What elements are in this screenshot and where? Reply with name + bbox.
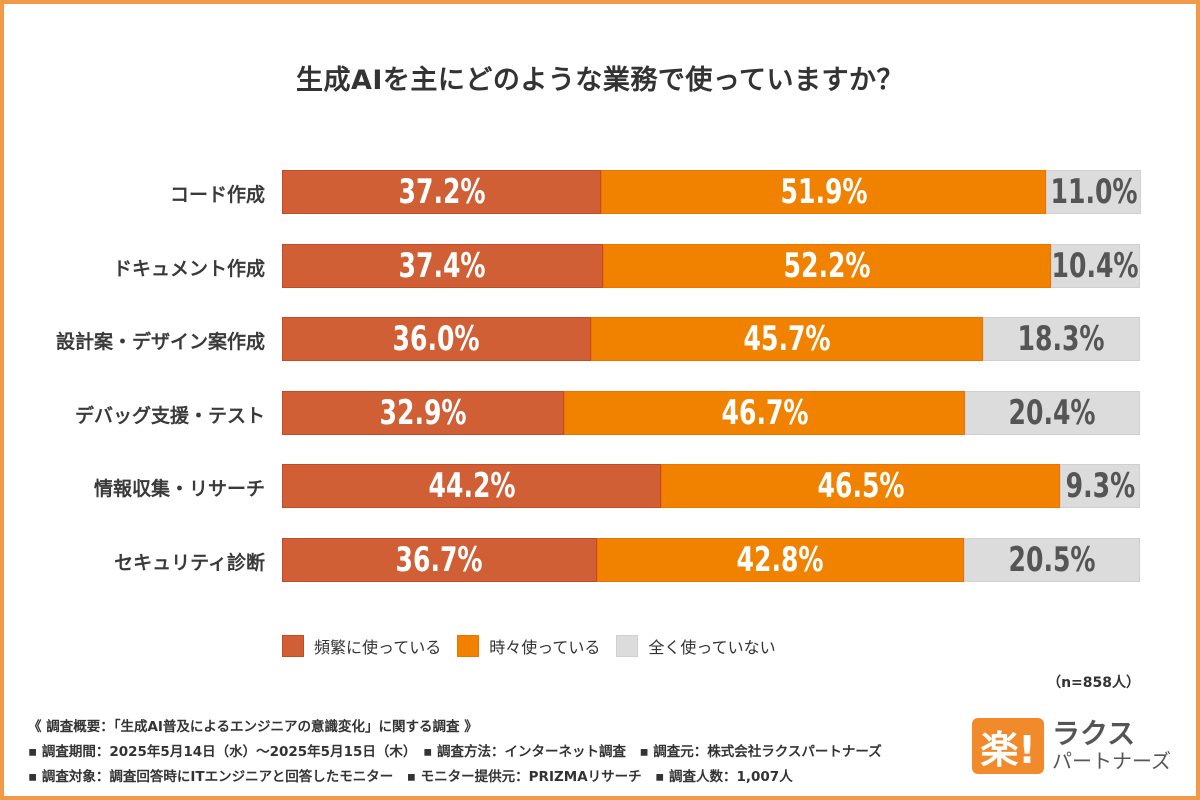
category-label: セキュリティ診断 — [114, 551, 265, 574]
survey-title-note: 《 調査概要：「生成AI普及によるエンジニアの意識変化」に関する調査 》 — [28, 719, 478, 735]
bar-segment: 44.2% — [282, 464, 662, 508]
data-label: 45.7% — [743, 319, 831, 359]
bar-segment: 18.3% — [982, 317, 1140, 361]
data-label: 42.8% — [736, 539, 824, 580]
bar-segment: 37.4% — [282, 243, 603, 288]
data-label: 10.4% — [1051, 245, 1139, 286]
sample-size: （n=858人） — [1047, 675, 1140, 691]
bar-segment: 52.2% — [602, 243, 1051, 288]
data-label: 20.4% — [1008, 392, 1096, 433]
bar-segment: 20.5% — [964, 537, 1140, 582]
category-label: コード作成 — [169, 184, 265, 206]
bar-segment: 42.8% — [596, 537, 965, 582]
bar-segment: 10.4% — [1050, 243, 1140, 288]
category-label: ドキュメント作成 — [112, 257, 265, 280]
bar-segment: 45.7% — [590, 317, 983, 361]
category-label: 情報収集・リサーチ — [93, 478, 265, 500]
logo-line2: パートナーズ — [1052, 749, 1171, 773]
data-label: 32.9% — [379, 392, 467, 433]
data-label: 20.5% — [1008, 539, 1096, 580]
bar-segment: 32.9% — [282, 390, 565, 435]
bar-segment: 46.5% — [661, 464, 1061, 508]
survey-target-note: ▪ 調査対象：調査回答時にITエンジニアと回答したモニター ▪ モニター提供元：… — [28, 769, 793, 785]
data-label: 18.3% — [1017, 319, 1105, 359]
chart-title: 生成AIを主にどのような業務で使っていますか？ — [295, 65, 905, 96]
legend-label: 全く使っていない — [648, 638, 776, 657]
bar-segment: 9.3% — [1060, 464, 1140, 508]
data-label: 36.7% — [395, 539, 483, 580]
bar-segment: 20.4% — [964, 390, 1140, 435]
legend: 頻繁に使っている 時々使っている 全く使っていない — [282, 634, 792, 658]
data-label: 11.0% — [1050, 172, 1138, 212]
bar-segment: 36.7% — [282, 537, 597, 582]
company-logo: 楽! ラクス パートナーズ — [972, 718, 1171, 774]
legend-swatch — [282, 635, 304, 657]
logo-mark-icon: 楽! — [972, 718, 1044, 774]
survey-period-note: ▪ 調査期間：2025年5月14日（水）～2025年5月15日（木） ▪ 調査方… — [28, 744, 882, 760]
legend-item: 時々使っている — [457, 634, 600, 658]
category-label: 設計案・デザイン案作成 — [55, 331, 265, 353]
data-label: 37.4% — [398, 245, 486, 286]
data-label: 46.5% — [817, 466, 905, 506]
bar-segment: 46.7% — [564, 390, 965, 435]
legend-label: 頻繁に使っている — [314, 638, 442, 657]
bar-segment: 11.0% — [1046, 170, 1141, 214]
data-label: 36.0% — [392, 319, 480, 359]
legend-item: 全く使っていない — [616, 634, 776, 658]
data-label: 52.2% — [783, 245, 871, 286]
bar-segment: 36.0% — [282, 317, 591, 361]
legend-label: 時々使っている — [489, 638, 601, 657]
legend-swatch — [616, 635, 639, 657]
bar-segment: 51.9% — [601, 170, 1047, 214]
data-label: 51.9% — [780, 172, 868, 212]
data-label: 37.2% — [398, 172, 486, 212]
legend-swatch — [457, 635, 480, 657]
data-label: 44.2% — [428, 466, 516, 506]
bar-segment: 37.2% — [282, 170, 602, 214]
category-label: デバッグ支援・テスト — [74, 404, 265, 427]
logo-line1: ラクス — [1052, 717, 1136, 750]
data-label: 46.7% — [721, 392, 809, 433]
data-label: 9.3% — [1065, 466, 1135, 506]
legend-item: 頻繁に使っている — [282, 634, 441, 658]
